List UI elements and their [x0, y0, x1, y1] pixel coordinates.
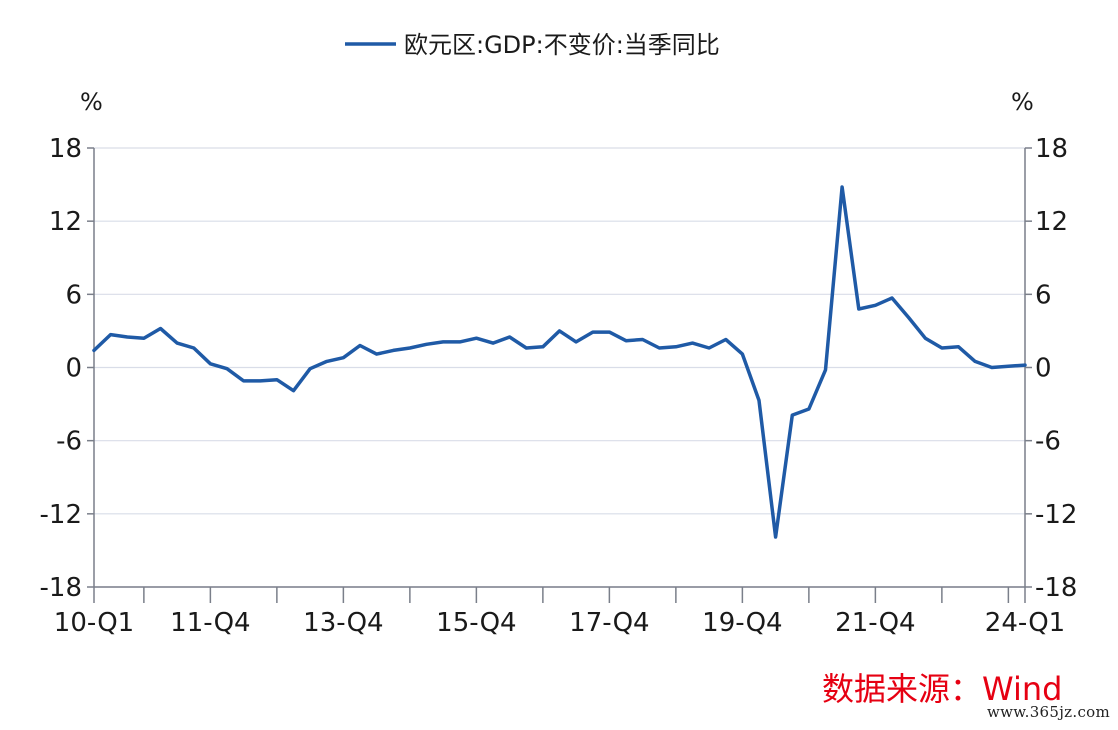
watermark: www.365jz.com: [986, 703, 1110, 721]
y-tick-label-right: -6: [1035, 427, 1061, 457]
y-tick-label-right: 0: [1035, 354, 1052, 384]
x-tick-label: 19-Q4: [702, 608, 782, 638]
y-tick-label-left: -12: [40, 500, 82, 530]
y-tick-label-right: 12: [1035, 207, 1068, 237]
y-tick-label-right: 6: [1035, 280, 1052, 310]
y-axis-ticks: 18 18 12 12 6 6 0 0 -6 -6 -12 -12 -18 -18: [40, 134, 1078, 603]
y-tick-label-left: 12: [49, 207, 82, 237]
x-tick-label: 10-Q1: [54, 608, 134, 638]
series-line: [92, 185, 1027, 539]
x-tick-label: 11-Q4: [170, 608, 250, 638]
y-tick-label-right: -18: [1035, 573, 1077, 603]
legend-label: 欧元区:GDP:不变价:当季同比: [404, 31, 720, 59]
x-tick-label: 13-Q4: [303, 608, 383, 638]
series-gdp-yoy: [92, 185, 1027, 539]
legend: 欧元区:GDP:不变价:当季同比: [345, 31, 720, 59]
x-axis-ticks: 10-Q1 11-Q4 13-Q4 15-Q4 17-Q4 19-Q4 21-Q4 24-Q1: [54, 587, 1065, 638]
x-tick-label: 24-Q1: [985, 608, 1065, 638]
y-tick-label-left: 18: [49, 134, 82, 164]
source-note: 数据来源：Wind: [822, 670, 1063, 708]
y-tick-label-left: -6: [56, 427, 82, 457]
y-tick-label-left: -18: [40, 573, 82, 603]
x-tick-label: 15-Q4: [436, 608, 516, 638]
left-unit-label: %: [80, 88, 103, 116]
gridlines: [94, 147, 1025, 588]
right-unit-label: %: [1011, 88, 1034, 116]
y-tick-label-right: -12: [1035, 500, 1077, 530]
y-tick-label-left: 6: [65, 280, 82, 310]
y-tick-label-left: 0: [65, 354, 82, 384]
x-tick-label: 21-Q4: [835, 608, 915, 638]
x-tick-label: 17-Q4: [569, 608, 649, 638]
y-tick-label-right: 18: [1035, 134, 1068, 164]
